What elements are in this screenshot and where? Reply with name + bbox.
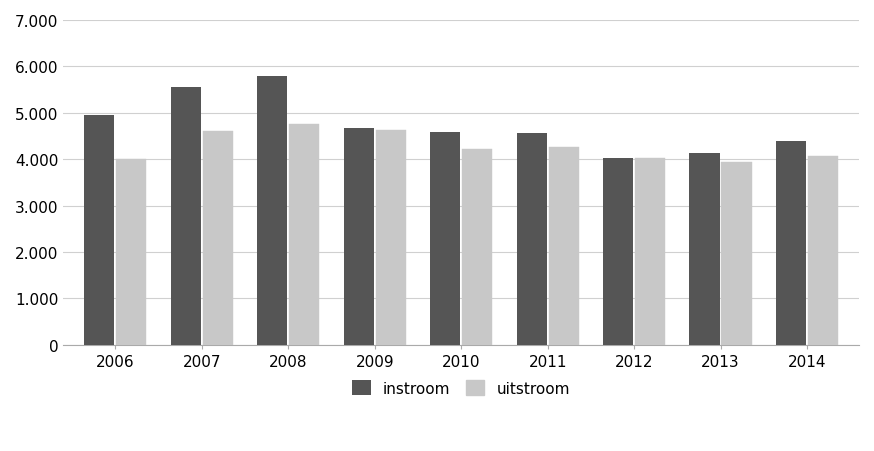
Bar (517, 133, 547, 345)
Bar (203, 132, 232, 345)
Bar (549, 147, 579, 345)
Bar (635, 159, 665, 345)
Bar (84, 116, 114, 345)
Bar (257, 77, 288, 345)
Bar (603, 159, 634, 345)
Bar (776, 141, 806, 345)
Bar (343, 129, 374, 345)
Bar (430, 133, 461, 345)
Bar (170, 88, 201, 345)
Bar (722, 162, 752, 345)
Legend: instroom, uitstroom: instroom, uitstroom (352, 380, 570, 396)
Bar (289, 125, 319, 345)
Bar (808, 156, 838, 345)
Bar (690, 153, 720, 345)
Bar (116, 160, 146, 345)
Bar (462, 150, 492, 345)
Bar (376, 130, 406, 345)
